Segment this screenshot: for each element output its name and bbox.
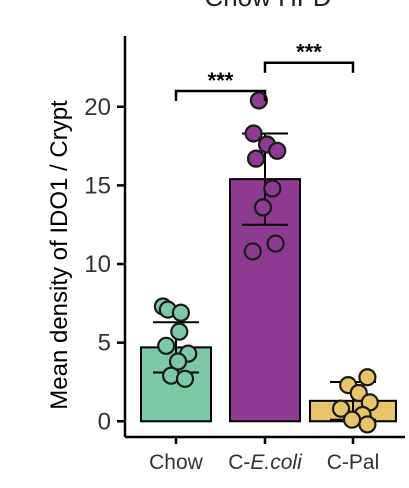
significance-label: *** <box>296 40 322 65</box>
data-point <box>342 410 362 429</box>
significance-bracket-1: *** <box>174 68 267 102</box>
significance-bracket-line <box>263 61 355 73</box>
data-point <box>331 399 351 418</box>
data-point <box>358 368 377 387</box>
data-point <box>157 336 176 355</box>
data-point <box>268 141 287 160</box>
y-tick-label: 0 <box>98 408 111 435</box>
data-point <box>243 242 262 261</box>
top-title: Chow HFD <box>204 0 331 12</box>
y-tick-label: 15 <box>84 172 111 199</box>
data-point <box>246 149 266 168</box>
y-tick-label: 20 <box>84 94 111 121</box>
y-tick-label: 5 <box>98 330 111 357</box>
x-tick-label: C-Pal <box>327 451 380 474</box>
data-point <box>244 124 263 143</box>
data-point <box>249 91 268 110</box>
y-axis-label: Mean density of IDO1 / Crypt <box>46 100 73 410</box>
data-point <box>266 234 285 253</box>
data-point <box>263 179 282 198</box>
data-point <box>358 415 377 434</box>
data-point <box>170 322 189 341</box>
significance-bracket-2: *** <box>263 40 355 73</box>
significance-bracket-line <box>174 89 267 102</box>
data-point <box>175 369 195 388</box>
data-point <box>168 352 188 371</box>
x-tick-label: C-E.coli <box>228 451 303 474</box>
axes-layer: 0 5 10 15 20 Chow C-E.coli C-Pal <box>84 36 405 474</box>
data-point <box>253 198 273 217</box>
data-point <box>171 303 190 322</box>
points-layer <box>153 91 379 434</box>
y-tick-label: 10 <box>84 251 111 278</box>
significance-layer: *** *** <box>174 40 355 102</box>
x-tick-label: Chow <box>149 451 204 474</box>
significance-label: *** <box>208 68 234 93</box>
